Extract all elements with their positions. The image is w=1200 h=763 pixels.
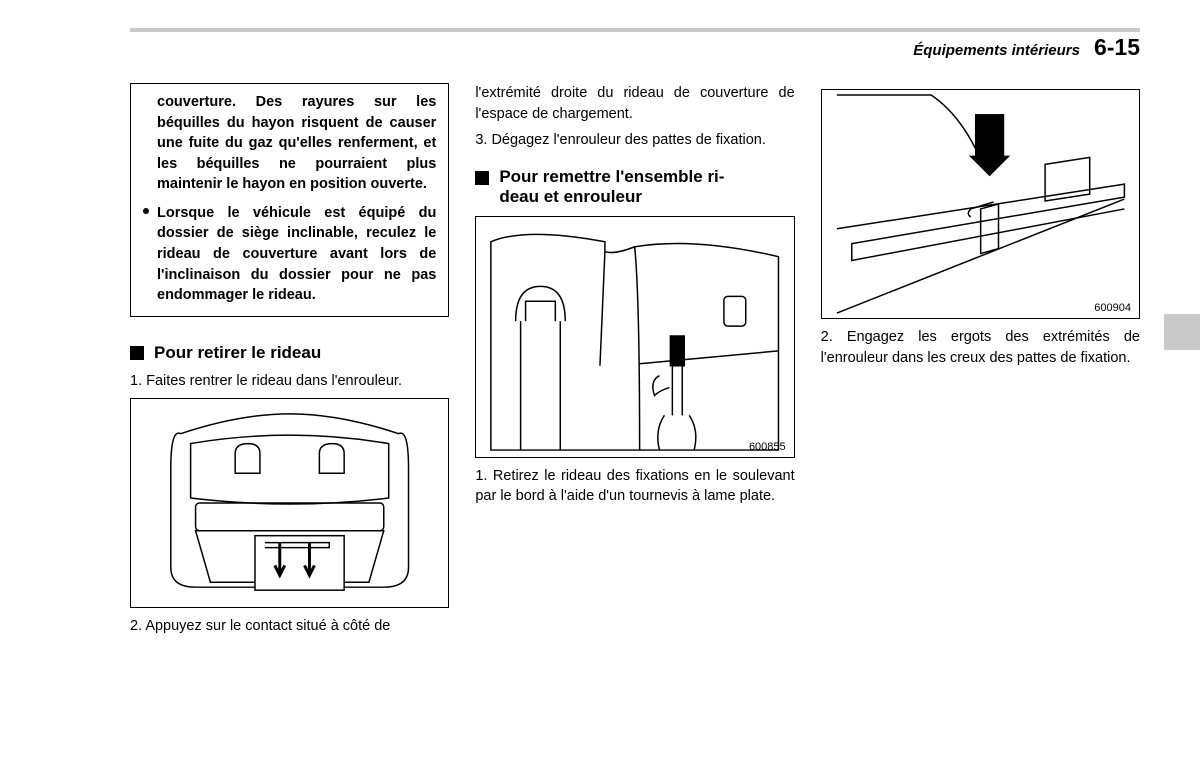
page-header: Équipements intérieurs 6-15 bbox=[130, 28, 1140, 61]
section-tab-marker bbox=[1164, 314, 1200, 350]
warning-bullet-text: Lorsque le véhicule est équipé du dossie… bbox=[157, 205, 436, 303]
warning-continued-text: couverture. Des rayures sur les béquille… bbox=[157, 92, 436, 195]
col2-step1: 1. Retirez le rideau des fixations en le… bbox=[475, 466, 794, 507]
square-bullet-icon bbox=[475, 171, 489, 185]
section-heading-remove: Pour retirer le rideau bbox=[130, 343, 449, 363]
section-title-install-line1: Pour remettre l'ensemble ri- bbox=[499, 167, 724, 186]
col3-step2: 2. Engagez les ergots des extrémités de … bbox=[821, 327, 1140, 368]
col1-step2: 2. Appuyez sur le contact situé à côté d… bbox=[130, 616, 449, 637]
square-bullet-icon bbox=[130, 346, 144, 360]
section-heading-install: Pour remettre l'ensemble ri- deau et enr… bbox=[475, 167, 794, 208]
figure-rear-cargo bbox=[130, 398, 449, 608]
warning-box: couverture. Des rayures sur les béquille… bbox=[130, 83, 449, 317]
col2-text2: 3. Dégagez l'enrouleur des pattes de fix… bbox=[475, 130, 794, 151]
figure-interior-screwdriver: 600855 bbox=[475, 216, 794, 458]
header-section-title: Équipements intérieurs bbox=[913, 42, 1080, 59]
figure-label-600904: 600904 bbox=[1094, 302, 1131, 314]
figure-label-600855: 600855 bbox=[749, 441, 786, 453]
column-2: l'extrémité droite du rideau de couvertu… bbox=[475, 83, 794, 642]
figure-roller-mount: 600904 bbox=[821, 89, 1140, 319]
section-title-install: Pour remettre l'ensemble ri- deau et enr… bbox=[499, 167, 724, 208]
section-title-install-line2: deau et enrouleur bbox=[499, 187, 642, 206]
content-columns: couverture. Des rayures sur les béquille… bbox=[130, 83, 1140, 642]
column-1: couverture. Des rayures sur les béquille… bbox=[130, 83, 449, 642]
column-3: 600904 2. Engagez les ergots des extrémi… bbox=[821, 83, 1140, 642]
col2-text1: l'extrémité droite du rideau de couvertu… bbox=[475, 83, 794, 124]
warning-bullet-item: Lorsque le véhicule est équipé du dossie… bbox=[157, 203, 436, 306]
bullet-icon bbox=[143, 208, 149, 214]
header-page-number: 6-15 bbox=[1094, 34, 1140, 61]
section-title-remove: Pour retirer le rideau bbox=[154, 343, 321, 363]
col1-step1: 1. Faites rentrer le rideau dans l'enrou… bbox=[130, 371, 449, 392]
